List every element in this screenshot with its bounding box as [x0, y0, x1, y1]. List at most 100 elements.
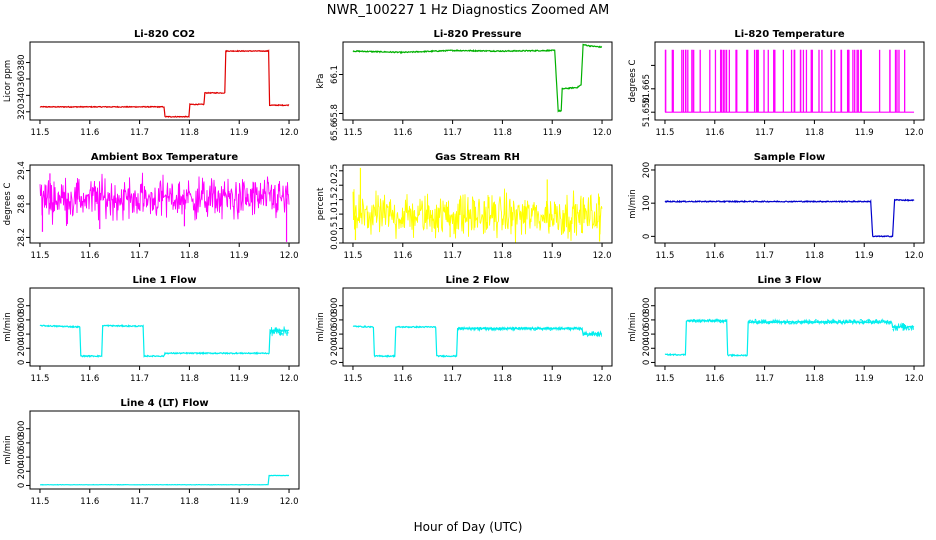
- ytick-label-line4-3: 600: [17, 435, 27, 451]
- ytick-label-pressure-0: 65.8: [330, 104, 340, 123]
- xtick-label-line1-3: 11.8: [180, 374, 199, 384]
- panel-line1: Line 1 Flow 11.5 11.6 11.7 11.8 11.9 12.0 0 2004…: [3, 275, 300, 384]
- ytick-label-co2-2: 360: [17, 71, 27, 87]
- ytick-label-line3-0: 0: [642, 360, 652, 365]
- ytick-extra-pressure-0: 65.6: [330, 122, 340, 141]
- xtick-label-sampleflow-5: 12.0: [905, 251, 924, 261]
- ytick-label-rh-4: 2.0: [330, 178, 340, 192]
- ylabel-ambient: degrees C: [3, 183, 13, 226]
- series-pressure: [352, 43, 603, 113]
- xtick-label-line1-2: 11.7: [130, 374, 149, 384]
- ytick-label-line2-3: 600: [330, 312, 340, 328]
- panel-title-rh: Gas Stream RH: [435, 152, 520, 163]
- xtick-label-line1-0: 11.5: [30, 374, 49, 384]
- panel-title-line3: Line 3 Flow: [758, 275, 822, 286]
- ytick-label-line2-0: 0: [330, 360, 340, 365]
- xtick-label-line3-3: 11.8: [805, 374, 824, 384]
- panel-ambient: Ambient Box Temperature 11.5 11.6 11.7 11.8 1…: [3, 152, 300, 261]
- xtick-label-ambient-3: 11.8: [180, 251, 199, 261]
- panel-title-pressure: Li-820 Pressure: [433, 29, 521, 40]
- xtick-label-line4-3: 11.8: [180, 497, 199, 507]
- ytick-label-ambient-2: 29.4: [17, 161, 27, 180]
- xtick-label-li820temp-0: 11.5: [655, 128, 674, 138]
- xtick-label-pressure-2: 11.7: [443, 128, 462, 138]
- series-co2: [39, 49, 290, 118]
- xtick-label-pressure-3: 11.8: [493, 128, 512, 138]
- frame-line4: [29, 410, 300, 490]
- band-line3-1: [747, 318, 892, 326]
- ylabel-line3: ml/min: [628, 312, 638, 342]
- frame-li820temp: [654, 41, 925, 121]
- ytick-label-line3-3: 600: [642, 312, 652, 328]
- xtick-label-pressure-0: 11.5: [343, 128, 362, 138]
- xtick-label-ambient-4: 11.9: [230, 251, 249, 261]
- ytick-label-line4-0: 0: [17, 483, 27, 488]
- xtick-label-li820temp-4: 11.9: [855, 128, 874, 138]
- panel-line2: Line 2 Flow 11.5 11.6 11.7 11.8 11.9 12.0 0 2004…: [316, 275, 613, 384]
- frame-co2: [29, 41, 300, 121]
- band-line3-0: [686, 318, 727, 324]
- xtick-label-line1-1: 11.6: [80, 374, 99, 384]
- xtick-label-line4-1: 11.6: [80, 497, 99, 507]
- panel-line4: Line 4 (LT) Flow 11.5 11.6 11.7 11.8 11.9 12.0…: [3, 398, 300, 507]
- ylabel-sampleflow: ml/min: [628, 189, 638, 219]
- panel-title-ambient: Ambient Box Temperature: [91, 152, 238, 163]
- ytick-label-sampleflow-0: 0: [642, 234, 652, 239]
- xtick-label-pressure-1: 11.6: [393, 128, 412, 138]
- frame-line2: [342, 287, 613, 367]
- series-line3: [664, 318, 915, 358]
- ytick-label-line2-2: 400: [330, 326, 340, 342]
- band-line3-2: [892, 322, 914, 333]
- xtick-label-line4-5: 12.0: [280, 497, 299, 507]
- xtick-label-sampleflow-3: 11.8: [805, 251, 824, 261]
- ytick-label-rh-0: 0.0: [330, 236, 340, 250]
- ytick-label-rh-3: 1.5: [330, 193, 340, 207]
- xtick-label-line3-1: 11.6: [705, 374, 724, 384]
- ytick-label-co2-0: 320: [17, 104, 27, 120]
- xtick-label-line4-0: 11.5: [30, 497, 49, 507]
- xtick-label-line1-5: 12.0: [280, 374, 299, 384]
- panel-li820temp: Li-820 Temperature 11.5 11.6 11.7 11.8 11.9 12…: [628, 29, 925, 138]
- series-sampleflow: [664, 198, 915, 238]
- line-co2: [39, 49, 290, 118]
- xtick-label-line3-5: 12.0: [905, 374, 924, 384]
- frame-pressure: [342, 41, 613, 121]
- xtick-label-pressure-5: 12.0: [593, 128, 612, 138]
- series-rh: [352, 167, 603, 243]
- xtick-label-line4-2: 11.7: [130, 497, 149, 507]
- xtick-label-li820temp-2: 11.7: [755, 128, 774, 138]
- line-line3: [664, 318, 915, 358]
- series-line2: [352, 325, 603, 358]
- ylabel-rh: percent: [316, 187, 326, 220]
- panel-pressure: Li-820 Pressure 11.5 11.6 11.7 11.8 11.9 12.0 6…: [316, 29, 613, 141]
- xtick-label-li820temp-5: 12.0: [905, 128, 924, 138]
- xtick-label-co2-3: 11.8: [180, 128, 199, 138]
- panel-rh: Gas Stream RH 11.5 11.6 11.7 11.8 11.9 12.0 0.0…: [316, 152, 613, 261]
- line-pressure: [352, 43, 603, 113]
- frame-line3: [654, 287, 925, 367]
- xtick-label-rh-0: 11.5: [343, 251, 362, 261]
- xtick-label-line2-1: 11.6: [393, 374, 412, 384]
- xtick-label-line2-0: 11.5: [343, 374, 362, 384]
- panel-sampleflow: Sample Flow 11.5 11.6 11.7 11.8 11.9 12.0 0 100 2…: [628, 152, 925, 261]
- xtick-label-line1-4: 11.9: [230, 374, 249, 384]
- xtick-label-rh-3: 11.8: [493, 251, 512, 261]
- ytick-label-line3-4: 800: [642, 298, 652, 314]
- ytick-label-li820temp-0: 51.650: [642, 97, 652, 127]
- ytick-label-li820temp-1: 51.665: [642, 74, 652, 104]
- ytick-label-sampleflow-1: 100: [642, 195, 652, 211]
- ytick-label-sampleflow-2: 200: [642, 162, 652, 178]
- ytick-label-rh-1: 0.5: [330, 222, 340, 236]
- ylabel-li820temp: degrees C: [628, 60, 638, 103]
- xtick-label-li820temp-1: 11.6: [705, 128, 724, 138]
- panel-title-line1: Line 1 Flow: [133, 275, 197, 286]
- panel-line3: Line 3 Flow 11.5 11.6 11.7 11.8 11.9 12.0 0 2004…: [628, 275, 925, 384]
- ylabel-line1: ml/min: [3, 312, 13, 342]
- line-line4: [40, 474, 290, 486]
- xtick-label-co2-0: 11.5: [30, 128, 49, 138]
- series-line4: [40, 474, 290, 486]
- series-li820temp: [664, 49, 915, 113]
- frame-sampleflow: [654, 164, 925, 244]
- xtick-label-ambient-1: 11.6: [80, 251, 99, 261]
- ytick-label-line4-4: 800: [17, 421, 27, 437]
